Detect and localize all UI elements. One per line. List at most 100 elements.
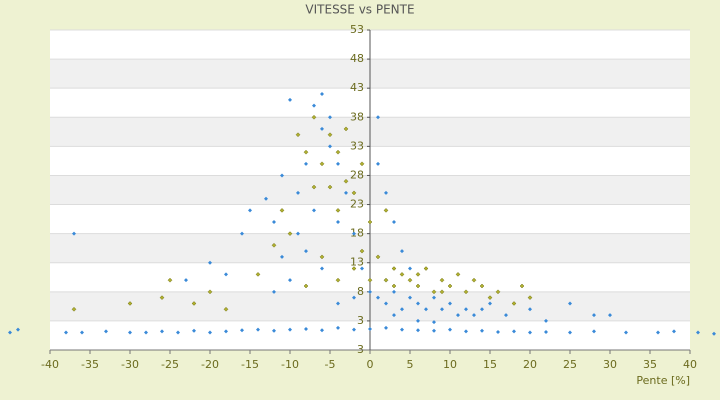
point	[287, 231, 293, 236]
x-tick-label: 0	[367, 358, 374, 371]
point	[464, 307, 468, 312]
point	[624, 330, 628, 335]
x-tick-label: 10	[443, 358, 457, 371]
point	[568, 330, 572, 335]
point	[400, 327, 404, 332]
point	[527, 295, 533, 300]
x-tick-label: -15	[241, 358, 259, 371]
point	[368, 327, 372, 332]
point	[463, 289, 469, 295]
point	[288, 97, 292, 102]
point	[511, 301, 517, 306]
point	[343, 126, 349, 132]
point	[408, 266, 412, 271]
point	[376, 295, 380, 300]
point	[392, 289, 396, 294]
y-tick-label: 43	[350, 81, 364, 94]
point	[391, 283, 397, 289]
point	[279, 208, 285, 213]
point	[80, 330, 84, 335]
point	[336, 220, 340, 224]
point	[304, 327, 308, 332]
point	[376, 115, 380, 120]
point	[351, 190, 357, 196]
point	[320, 328, 324, 333]
point	[456, 313, 460, 318]
point	[16, 327, 20, 332]
point	[400, 307, 404, 312]
point	[384, 301, 388, 306]
point	[432, 328, 436, 333]
point	[272, 220, 276, 224]
y-tick-label: 38	[350, 110, 364, 123]
point	[351, 266, 357, 271]
x-tick-label: 30	[603, 358, 617, 371]
point	[416, 318, 420, 323]
point	[528, 330, 532, 335]
point	[415, 272, 421, 277]
point	[280, 254, 284, 259]
point	[320, 92, 324, 96]
point	[448, 301, 452, 306]
point	[608, 313, 612, 318]
point	[408, 295, 412, 300]
point	[383, 277, 389, 283]
x-tick-label: -10	[281, 358, 299, 371]
point	[592, 329, 596, 334]
point	[255, 272, 261, 277]
point	[327, 184, 333, 190]
y-tick-label: 3	[357, 314, 364, 327]
x-tick-label: 20	[523, 358, 537, 371]
point	[295, 132, 301, 138]
x-tick-label: 5	[407, 358, 414, 371]
point	[296, 190, 300, 195]
point	[192, 328, 196, 333]
point	[296, 231, 300, 236]
y-tick-label: 13	[350, 256, 364, 269]
point	[367, 277, 373, 283]
point	[207, 289, 213, 295]
point	[415, 283, 421, 289]
point	[448, 327, 452, 332]
point	[592, 313, 596, 318]
point	[376, 161, 380, 166]
point	[264, 196, 268, 201]
point	[311, 114, 317, 120]
x-tick-label: 15	[483, 358, 497, 371]
point	[272, 289, 276, 294]
point	[480, 328, 484, 333]
point	[8, 330, 12, 335]
point	[431, 289, 437, 295]
x-tick-label: -5	[325, 358, 336, 371]
y-tick-label: 33	[350, 139, 364, 152]
point	[104, 329, 108, 334]
point	[391, 266, 397, 271]
point	[352, 231, 356, 236]
point	[375, 254, 381, 260]
x-tick-label: 25	[563, 358, 577, 371]
x-tick-label: 35	[643, 358, 657, 371]
point	[352, 295, 356, 300]
point	[392, 313, 396, 318]
point	[335, 149, 341, 155]
point	[271, 242, 277, 248]
point	[336, 301, 340, 306]
point	[248, 208, 252, 213]
point	[439, 289, 445, 295]
chart-title: VITESSE vs PENTE	[305, 3, 414, 17]
point	[504, 313, 508, 318]
point	[383, 208, 389, 213]
point	[368, 289, 372, 294]
point	[128, 330, 132, 335]
point	[407, 277, 413, 283]
point	[399, 272, 405, 277]
point	[160, 329, 164, 334]
point	[304, 161, 308, 166]
point	[384, 190, 388, 195]
point	[440, 307, 444, 312]
point	[272, 328, 276, 333]
point	[487, 295, 493, 300]
x-tick-label: -25	[161, 358, 179, 371]
point	[224, 272, 228, 277]
